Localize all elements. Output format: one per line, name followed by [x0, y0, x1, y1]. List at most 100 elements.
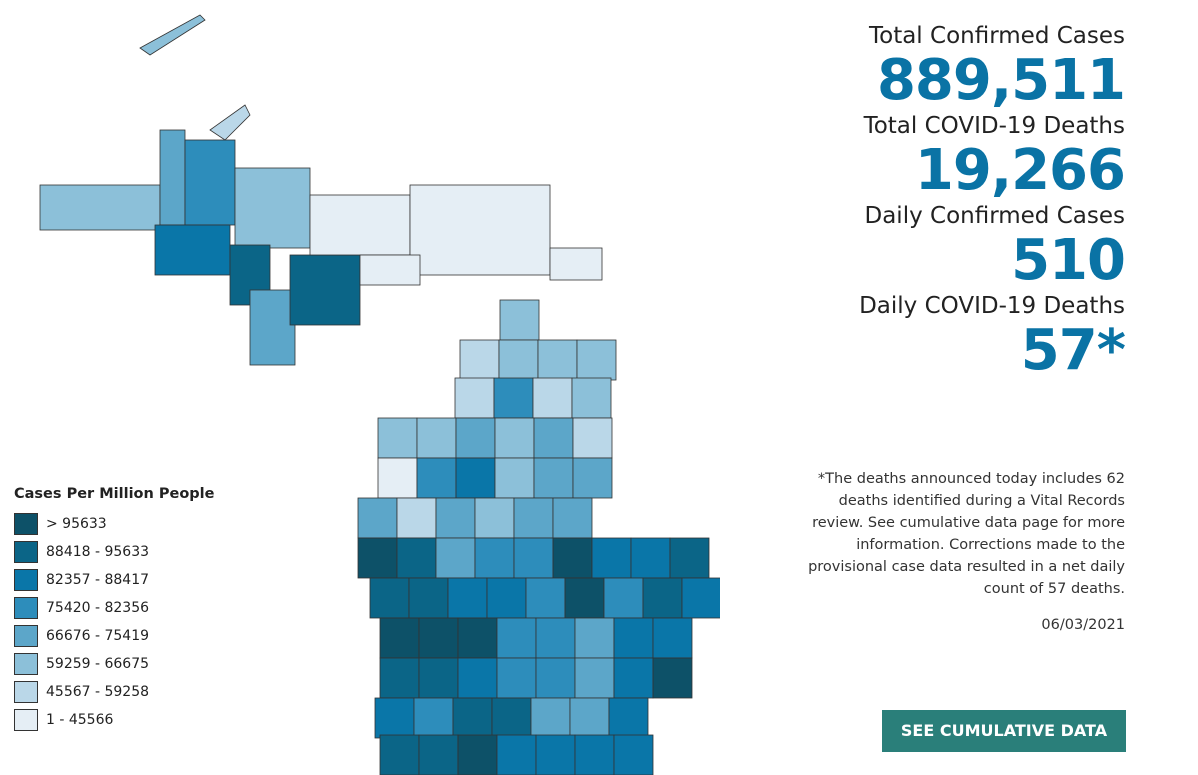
county — [154, 224, 231, 276]
county — [681, 577, 720, 619]
legend-swatch — [14, 597, 38, 619]
legend-label: 45567 - 59258 — [46, 684, 150, 700]
county — [379, 617, 420, 659]
legend-label: 66676 - 75419 — [46, 628, 150, 644]
county — [379, 734, 420, 775]
legend-swatch — [14, 513, 38, 535]
county — [669, 537, 710, 579]
county — [486, 577, 527, 619]
county — [571, 377, 612, 419]
county — [159, 129, 186, 226]
county — [474, 497, 515, 539]
legend-item: 45567 - 59258 — [14, 678, 214, 706]
county — [377, 417, 418, 459]
county — [652, 657, 693, 699]
county — [357, 497, 398, 539]
county — [369, 577, 410, 619]
legend-item: 82357 - 88417 — [14, 566, 214, 594]
county — [549, 247, 603, 281]
county — [613, 734, 654, 775]
county — [525, 577, 566, 619]
county — [496, 734, 537, 775]
county — [642, 577, 683, 619]
county — [574, 734, 615, 775]
county — [569, 697, 610, 739]
county — [630, 537, 671, 579]
county — [535, 617, 576, 659]
county — [396, 537, 437, 579]
county — [530, 697, 571, 739]
county — [447, 577, 488, 619]
county — [409, 184, 551, 276]
county — [418, 617, 459, 659]
county — [603, 577, 644, 619]
legend-label: 59259 - 66675 — [46, 656, 150, 672]
legend-swatch — [14, 653, 38, 675]
county — [499, 299, 540, 341]
legend-label: 88418 - 95633 — [46, 544, 150, 560]
legend-label: 82357 - 88417 — [46, 572, 150, 588]
stat-value: 19,266 — [914, 138, 1126, 203]
legend-item: 66676 - 75419 — [14, 622, 214, 650]
county — [418, 657, 459, 699]
county — [474, 537, 515, 579]
county — [234, 167, 311, 249]
legend-item: 1 - 45566 — [14, 706, 214, 734]
stat-label: Total COVID-19 Deaths — [863, 113, 1125, 139]
stat-label: Daily Confirmed Cases — [864, 203, 1126, 229]
legend-swatch — [14, 541, 38, 563]
county — [532, 377, 573, 419]
county — [418, 734, 459, 775]
legend-swatch — [14, 709, 38, 731]
county — [452, 697, 493, 739]
county — [454, 377, 495, 419]
county — [494, 417, 535, 459]
county — [209, 104, 251, 141]
county — [435, 537, 476, 579]
county — [289, 254, 361, 326]
county — [493, 377, 534, 419]
county — [533, 417, 574, 459]
county — [608, 697, 649, 739]
county — [535, 657, 576, 699]
legend-item: 75420 - 82356 — [14, 594, 214, 622]
county — [572, 417, 613, 459]
legend: Cases Per Million People > 95633 88418 - … — [14, 486, 214, 734]
county — [572, 457, 613, 499]
county — [513, 497, 554, 539]
county — [457, 734, 498, 775]
county — [416, 457, 457, 499]
county — [459, 339, 500, 381]
legend-item: > 95633 — [14, 510, 214, 538]
county — [552, 497, 593, 539]
county — [249, 289, 296, 366]
county — [613, 617, 654, 659]
legend-swatch — [14, 625, 38, 647]
county — [457, 617, 498, 659]
county — [496, 657, 537, 699]
legend-item: 59259 - 66675 — [14, 650, 214, 678]
legend-label: 1 - 45566 — [46, 712, 114, 728]
cumulative-data-button[interactable]: SEE CUMULATIVE DATA — [882, 710, 1126, 752]
county — [455, 417, 496, 459]
county — [416, 417, 457, 459]
county — [494, 457, 535, 499]
county — [435, 497, 476, 539]
legend-label: > 95633 — [46, 516, 107, 532]
county — [574, 657, 615, 699]
county — [413, 697, 454, 739]
county — [377, 457, 418, 499]
legend-swatch — [14, 569, 38, 591]
stat-value: 510 — [1011, 228, 1126, 293]
legend-label: 75420 - 82356 — [46, 600, 150, 616]
county — [564, 577, 605, 619]
county — [652, 617, 693, 659]
legend-item: 88418 - 95633 — [14, 538, 214, 566]
county — [139, 14, 206, 56]
stat-value: 57* — [1020, 318, 1126, 383]
michigan-map — [39, 14, 720, 775]
legend-swatch — [14, 681, 38, 703]
stats: Total Confirmed Cases 889,511 Total COVID-… — [859, 22, 1126, 383]
note: *The deaths announced today includes 62 … — [808, 471, 1125, 597]
